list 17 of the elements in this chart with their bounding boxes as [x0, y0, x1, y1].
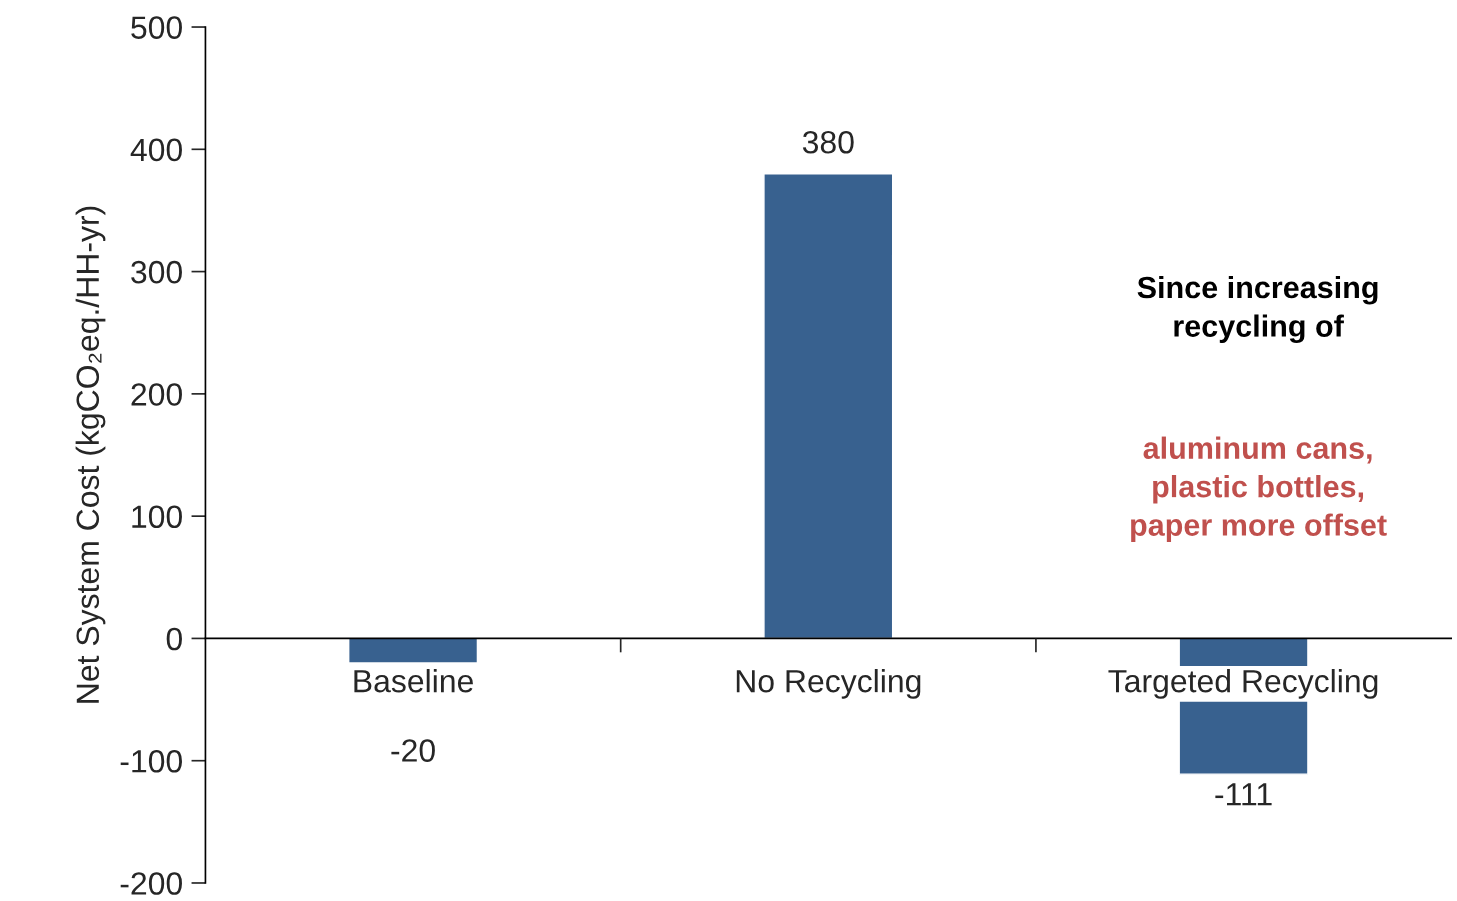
data-label: -20 — [391, 739, 435, 762]
x-tick-label: No Recycling — [736, 668, 921, 699]
x-tick-label: Targeted Recycling — [1108, 668, 1378, 699]
annotation: Since increasing recycling of — [1137, 275, 1378, 344]
y-tick-label: 100 — [132, 505, 182, 529]
y-tick-label: -200 — [120, 872, 182, 895]
y-tick-label: 500 — [131, 16, 182, 39]
x-tick-label: Baseline — [354, 668, 473, 693]
y-tick-label: 0 — [166, 627, 182, 651]
y-tick-label: -100 — [120, 749, 182, 773]
y-axis-title: Net System Cost (kgCO₂eq./HH-yr) — [75, 206, 106, 703]
data-label: 380 — [802, 130, 854, 154]
y-tick-label: 300 — [131, 260, 182, 284]
annotation: aluminum cans, plastic bottles, paper more offset — [1131, 436, 1387, 542]
y-tick-label: 200 — [131, 383, 182, 406]
y-tick-label: 400 — [130, 138, 182, 162]
data-label: -111 — [1215, 783, 1272, 806]
